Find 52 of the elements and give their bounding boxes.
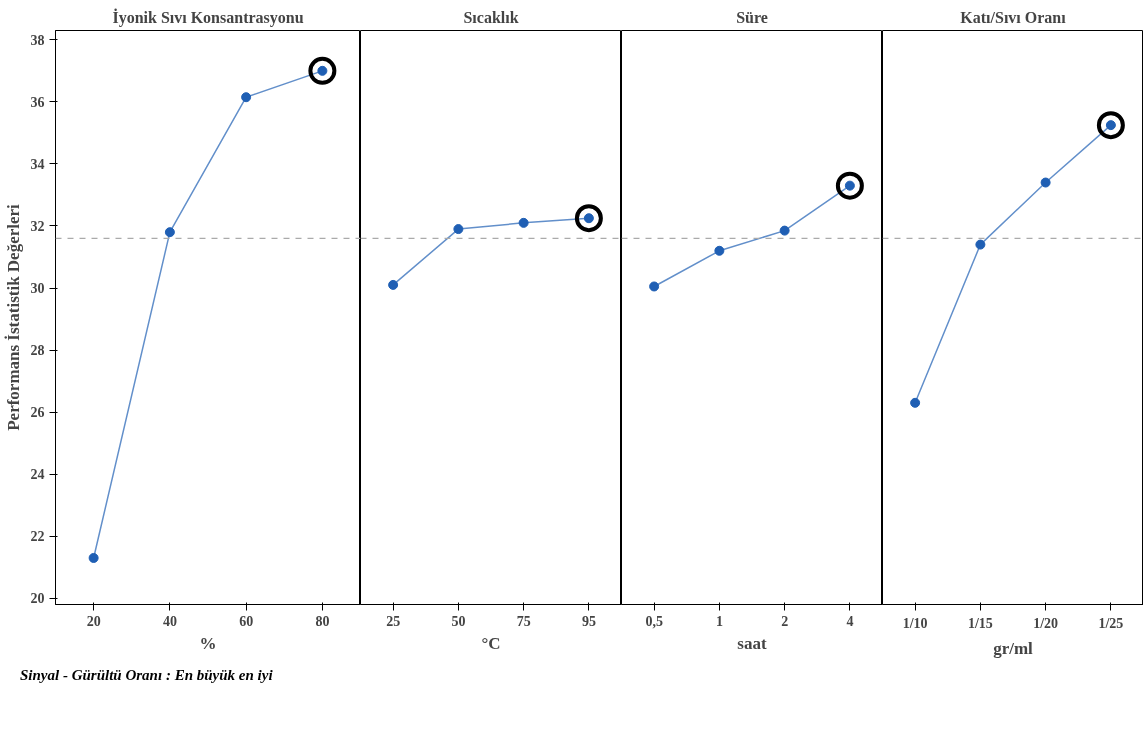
x-tick-label: 2 bbox=[781, 613, 789, 629]
point bbox=[779, 225, 790, 236]
y-tick-label: 34 bbox=[30, 156, 45, 172]
point bbox=[649, 281, 660, 292]
x-axis-title: °C bbox=[481, 633, 501, 653]
point bbox=[714, 245, 725, 256]
x-tick-label: 40 bbox=[162, 613, 177, 629]
point bbox=[453, 224, 464, 235]
point bbox=[1096, 111, 1125, 140]
y-tick-label: 32 bbox=[30, 218, 45, 234]
x-tick-label: 1/15 bbox=[967, 615, 993, 631]
point bbox=[975, 239, 986, 250]
x-tick-label: 1/25 bbox=[1098, 615, 1124, 631]
y-tick-label: 36 bbox=[30, 94, 45, 110]
point bbox=[518, 217, 529, 228]
x-tick-label: 1/20 bbox=[1033, 615, 1059, 631]
x-tick-label: 25 bbox=[386, 613, 401, 629]
point bbox=[241, 92, 252, 103]
x-axis-title: gr/ml bbox=[993, 638, 1034, 658]
x-tick-label: 1 bbox=[715, 613, 723, 629]
x-tick-label: 1/10 bbox=[902, 615, 928, 631]
x-tick-label: 20 bbox=[86, 613, 101, 629]
y-tick-label: 38 bbox=[30, 32, 45, 48]
chart-title: Süre bbox=[736, 8, 768, 26]
x-tick-label: 4 bbox=[846, 613, 854, 629]
x-tick-label: 75 bbox=[516, 613, 531, 629]
x-axis-title: % bbox=[199, 633, 217, 653]
x-axis-title: saat bbox=[737, 633, 767, 653]
point bbox=[910, 397, 921, 408]
x-tick-label: 0,5 bbox=[645, 613, 663, 629]
y-tick-label: 28 bbox=[30, 343, 45, 359]
chart-title: Sıcaklık bbox=[463, 8, 519, 26]
x-tick-label: 80 bbox=[315, 613, 330, 629]
y-tick-label: 26 bbox=[30, 405, 45, 421]
point bbox=[835, 171, 864, 200]
chart-title: İyonik Sıvı Konsantrasyonu bbox=[112, 7, 304, 27]
text: Sinyal - Gürültü Oranı : En büyük en iyi bbox=[20, 666, 273, 685]
point bbox=[1040, 177, 1051, 188]
point bbox=[388, 279, 399, 290]
chart-title: Katı/Sıvı Oranı bbox=[960, 8, 1067, 26]
point bbox=[164, 227, 175, 238]
y-axis-title: Performans İstatistik Değerleri bbox=[3, 203, 23, 431]
y-tick-label: 20 bbox=[30, 591, 45, 607]
point bbox=[574, 204, 603, 233]
x-tick-label: 95 bbox=[581, 613, 596, 629]
y-tick-label: 30 bbox=[30, 281, 45, 297]
x-tick-label: 50 bbox=[451, 613, 466, 629]
y-tick-label: 22 bbox=[30, 529, 45, 545]
y-tick-label: 24 bbox=[30, 467, 45, 483]
x-tick-label: 60 bbox=[239, 613, 254, 629]
point bbox=[308, 56, 337, 85]
point bbox=[88, 552, 99, 563]
